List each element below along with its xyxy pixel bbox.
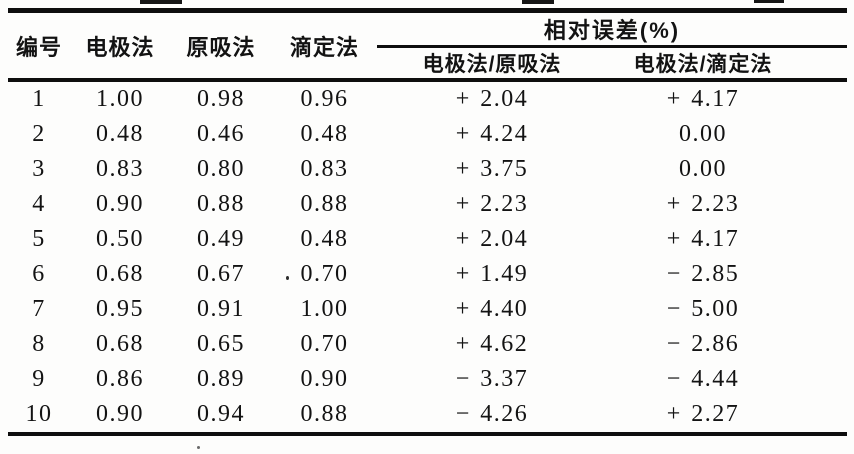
table-cell: 0.83	[96, 156, 144, 182]
header-electrode-method: 电极法	[70, 10, 170, 82]
table-cell: 0.96	[300, 86, 349, 112]
scan-artifact-dash	[754, 0, 784, 3]
table-cell: 0.83	[300, 156, 349, 182]
table-cell: 7	[32, 296, 46, 322]
table-cell: 3	[32, 156, 46, 182]
table-cell: 5	[32, 226, 46, 252]
table-cell: − 2.85	[666, 261, 740, 287]
scan-artifact-dash	[140, 0, 182, 4]
table-cell: − 3.37	[455, 366, 529, 392]
table-cell: + 2.23	[666, 191, 740, 217]
header-relative-error: 相对误差(%)	[377, 10, 847, 48]
table-cell: + 4.24	[455, 121, 529, 147]
table-row: 2 0.48 0.46 0.48 + 4.24 0.00	[8, 117, 847, 152]
scan-artifact-dot	[286, 276, 289, 280]
table-cell: 0.70	[300, 261, 349, 287]
table-cell: + 1.49	[455, 261, 529, 287]
table-cell: + 4.17	[666, 226, 740, 252]
table-cell: 0.90	[96, 191, 144, 217]
table-cell: − 2.86	[666, 331, 740, 357]
header-row-sub: 电极法/原吸法 电极法/滴定法	[8, 46, 847, 82]
table-row: 3 0.83 0.80 0.83 + 3.75 0.00	[8, 152, 847, 187]
table-cell: + 2.04	[455, 86, 529, 112]
header-titration-method: 滴定法	[272, 10, 377, 82]
table-cell: + 3.75	[455, 156, 529, 182]
table-cell: + 4.40	[455, 296, 529, 322]
table-cell: + 2.04	[455, 226, 529, 252]
table-cell: 4	[32, 191, 46, 217]
table-cell: + 4.62	[455, 331, 529, 357]
table-cell: 0.88	[197, 191, 245, 217]
table-row: 8 0.68 0.65 0.70 + 4.62 − 2.86	[8, 327, 847, 362]
table-row: 10 0.90 0.94 0.88 − 4.26 + 2.27	[8, 397, 847, 434]
table-cell: 0.48	[96, 121, 144, 147]
table-cell: 0.00	[679, 156, 727, 182]
table-cell: − 4.26	[455, 401, 529, 427]
table-cell: 0.88	[300, 401, 349, 427]
table-cell: 0.50	[96, 226, 144, 252]
table-row: 9 0.86 0.89 0.90 − 3.37 − 4.44	[8, 362, 847, 397]
table-row: 5 0.50 0.49 0.48 + 2.04 + 4.17	[8, 222, 847, 257]
table-cell: 6	[32, 261, 46, 287]
subheader-electrode-vs-titration: 电极法/滴定法	[607, 46, 847, 82]
table-cell: 0.68	[96, 261, 144, 287]
header-row-top: 编号 电极法 原吸法 滴定法 相对误差(%)	[8, 10, 847, 82]
table-cell: 0.88	[300, 191, 349, 217]
table-cell: 0.49	[197, 226, 245, 252]
table-cell: 0.86	[96, 366, 144, 392]
table-row: 1 1.00 0.98 0.96 + 2.04 + 4.17	[8, 80, 847, 117]
table-cell: 0.00	[679, 121, 727, 147]
table-cell: 0.48	[300, 121, 349, 147]
table-cell: 0.91	[197, 296, 245, 322]
table-cell: 0.68	[96, 331, 144, 357]
scan-artifact-dash	[522, 0, 554, 4]
table-cell: 1	[32, 86, 46, 112]
table-row: 7 0.95 0.91 1.00 + 4.40 − 5.00	[8, 292, 847, 327]
table-cell: − 5.00	[666, 296, 740, 322]
table-cell: 9	[32, 366, 46, 392]
subheader-electrode-vs-absorption: 电极法/原吸法	[377, 46, 607, 82]
table-cell: 0.67	[197, 261, 245, 287]
header-serial-number: 编号	[8, 10, 70, 82]
table-cell: 2	[32, 121, 46, 147]
table-cell: 0.95	[96, 296, 144, 322]
table-cell: + 2.27	[666, 401, 740, 427]
table-cell: 0.90	[96, 401, 144, 427]
table-cell: 1.00	[96, 86, 144, 112]
table-row: 4 0.90 0.88 0.88 + 2.23 + 2.23	[8, 187, 847, 222]
table-header: 编号 电极法 原吸法 滴定法 相对误差(%) 电极法/原吸法 电极法/滴定法	[8, 10, 847, 82]
table-body: 1 1.00 0.98 0.96 + 2.04 + 4.17 2 0.48 0.46 0.48 + …	[8, 80, 847, 434]
table-row: 6 0.68 0.67 0.70 + 1.49 − 2.85	[8, 257, 847, 292]
table-cell: 10	[25, 401, 53, 427]
table-cell: 1.00	[300, 296, 349, 322]
table-cell: 0.46	[197, 121, 245, 147]
table-cell: 8	[32, 331, 46, 357]
scan-artifact-speck	[197, 446, 200, 449]
table-cell: 0.98	[197, 86, 245, 112]
table-cell: 0.48	[300, 226, 349, 252]
table-cell: 0.65	[197, 331, 245, 357]
table-cell: 0.94	[197, 401, 245, 427]
table-cell: 0.90	[300, 366, 349, 392]
table-cell: + 2.23	[455, 191, 529, 217]
header-atomic-absorption-method: 原吸法	[170, 10, 272, 82]
table-cell: 0.89	[197, 366, 245, 392]
table-cell: − 4.44	[666, 366, 740, 392]
table-cell: 0.80	[197, 156, 245, 182]
table-cell: 0.70	[300, 331, 349, 357]
method-comparison-table: 编号 电极法 原吸法 滴定法 相对误差(%) 电极法/原吸法 电极法/滴定法 1…	[8, 8, 847, 436]
table-cell: + 4.17	[666, 86, 740, 112]
